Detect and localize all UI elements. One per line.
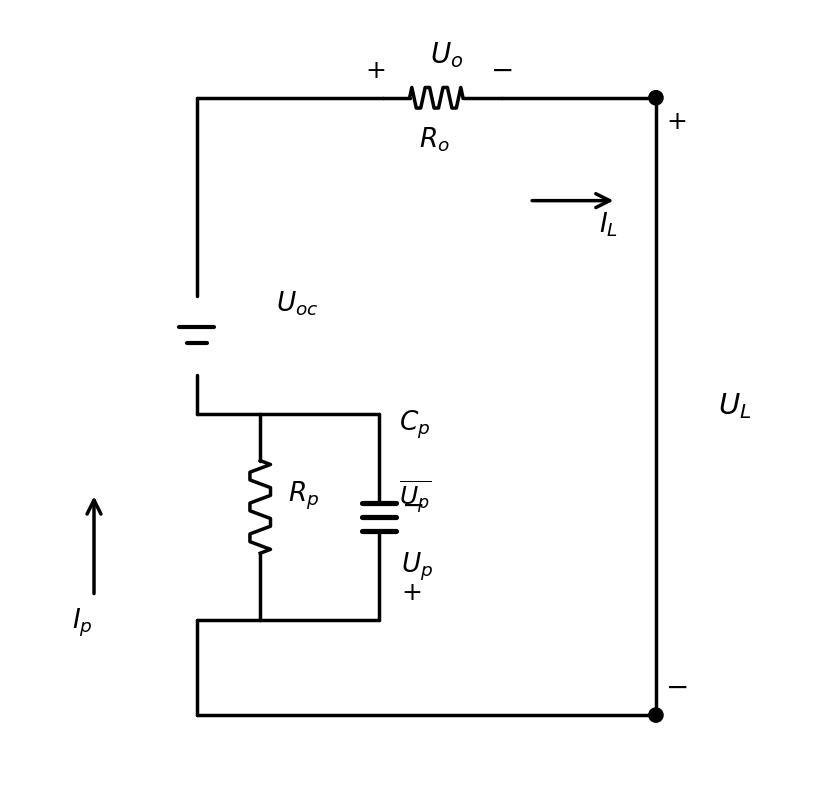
- Text: $-$: $-$: [400, 491, 423, 520]
- Text: $-$: $-$: [664, 673, 686, 701]
- Circle shape: [648, 91, 662, 105]
- Text: $I_p$: $I_p$: [72, 607, 92, 638]
- Text: $R_p$: $R_p$: [288, 480, 319, 512]
- Text: $R_o$: $R_o$: [419, 125, 449, 154]
- Text: $U_p$: $U_p$: [400, 551, 433, 583]
- Text: $\overline{U_p}$: $\overline{U_p}$: [398, 478, 431, 516]
- Circle shape: [648, 708, 662, 722]
- Text: $+$: $+$: [400, 581, 421, 605]
- Text: $I_L$: $I_L$: [599, 210, 617, 239]
- Text: $U_{oc}$: $U_{oc}$: [276, 289, 319, 318]
- Text: $U_o$: $U_o$: [429, 41, 462, 70]
- Text: $-$: $-$: [490, 56, 512, 84]
- Text: $C_p$: $C_p$: [398, 408, 430, 441]
- Text: $+$: $+$: [665, 111, 685, 135]
- Text: $+$: $+$: [364, 59, 385, 83]
- Text: $U_L$: $U_L$: [717, 391, 751, 421]
